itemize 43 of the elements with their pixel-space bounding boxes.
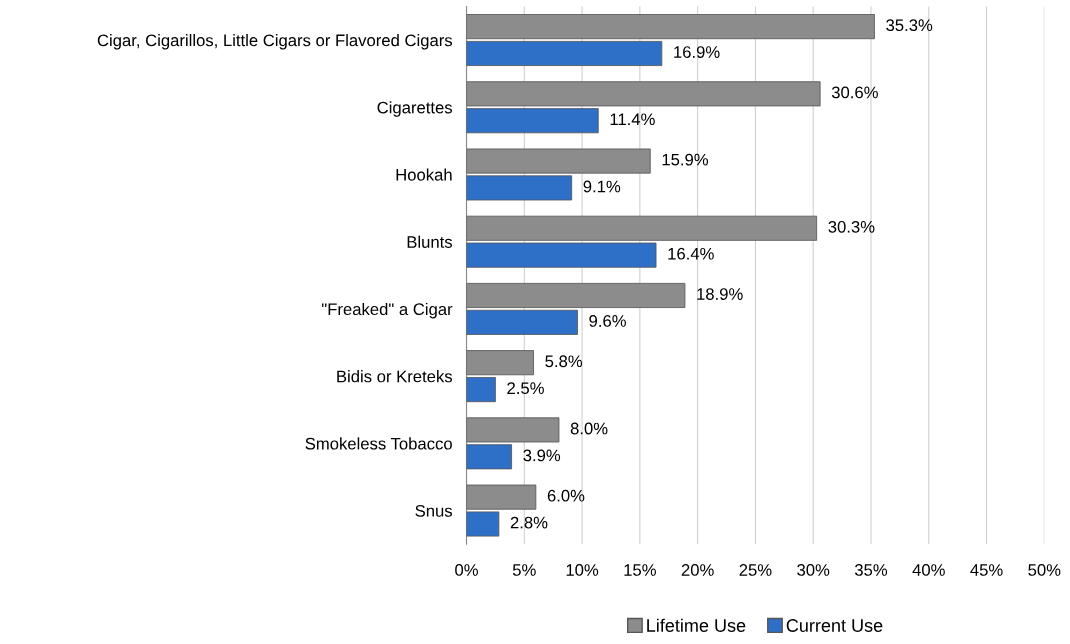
y-tick-label: Smokeless Tobacco	[305, 437, 452, 450]
y-tick-label: Cigarettes	[377, 101, 453, 117]
bar	[466, 309, 578, 335]
x-tick-label: 25%	[739, 564, 772, 576]
y-tick-label: Cigar, Cigarillos, Little Cigars or Flavored Cigars	[97, 34, 453, 50]
legend-label: Current Use	[786, 619, 883, 632]
x-tick-label: 30%	[797, 564, 830, 576]
bar	[466, 350, 534, 376]
data-label: 18.9%	[697, 288, 743, 300]
bar	[466, 14, 875, 40]
x-tick-label: 10%	[566, 564, 599, 576]
y-tick-label: Bidis or Kreteks	[337, 370, 453, 383]
y-tick-label: Blunts	[407, 235, 453, 248]
x-tick-label: 15%	[624, 564, 656, 576]
data-label: 9.6%	[589, 315, 626, 327]
data-label: 30.3%	[828, 220, 875, 233]
data-label: 2.8%	[510, 516, 548, 529]
x-tick-label: 50%	[1028, 564, 1061, 576]
data-label: 9.1%	[583, 180, 621, 193]
x-tick-label: 20%	[681, 564, 714, 576]
x-tick-label: 0%	[455, 564, 478, 576]
data-label: 30.6%	[831, 86, 878, 99]
y-tick-label: Hookah	[396, 168, 452, 181]
data-label: 35.3%	[886, 19, 933, 32]
y-tick-label: Snus	[415, 504, 453, 517]
bar	[466, 377, 496, 403]
x-tick-label: 5%	[512, 564, 536, 576]
x-tick-label: 35%	[854, 564, 888, 576]
data-label: 3.9%	[523, 449, 561, 462]
x-tick-label: 45%	[970, 564, 1003, 576]
data-label: 6.0%	[547, 489, 585, 502]
bar	[466, 282, 686, 308]
y-tick-label: "Freaked" a Cigar	[322, 302, 453, 319]
data-label: 2.5%	[507, 382, 544, 395]
data-label: 5.8%	[545, 355, 583, 368]
x-tick-label: 40%	[912, 564, 945, 576]
legend-label: Lifetime Use	[647, 618, 746, 632]
data-label: 11.4%	[610, 113, 655, 126]
data-label: 16.9%	[674, 46, 720, 58]
data-label: 15.9%	[662, 153, 709, 166]
bar	[466, 40, 663, 67]
data-label: 16.4%	[668, 247, 714, 260]
data-label: 8.0%	[570, 422, 608, 435]
